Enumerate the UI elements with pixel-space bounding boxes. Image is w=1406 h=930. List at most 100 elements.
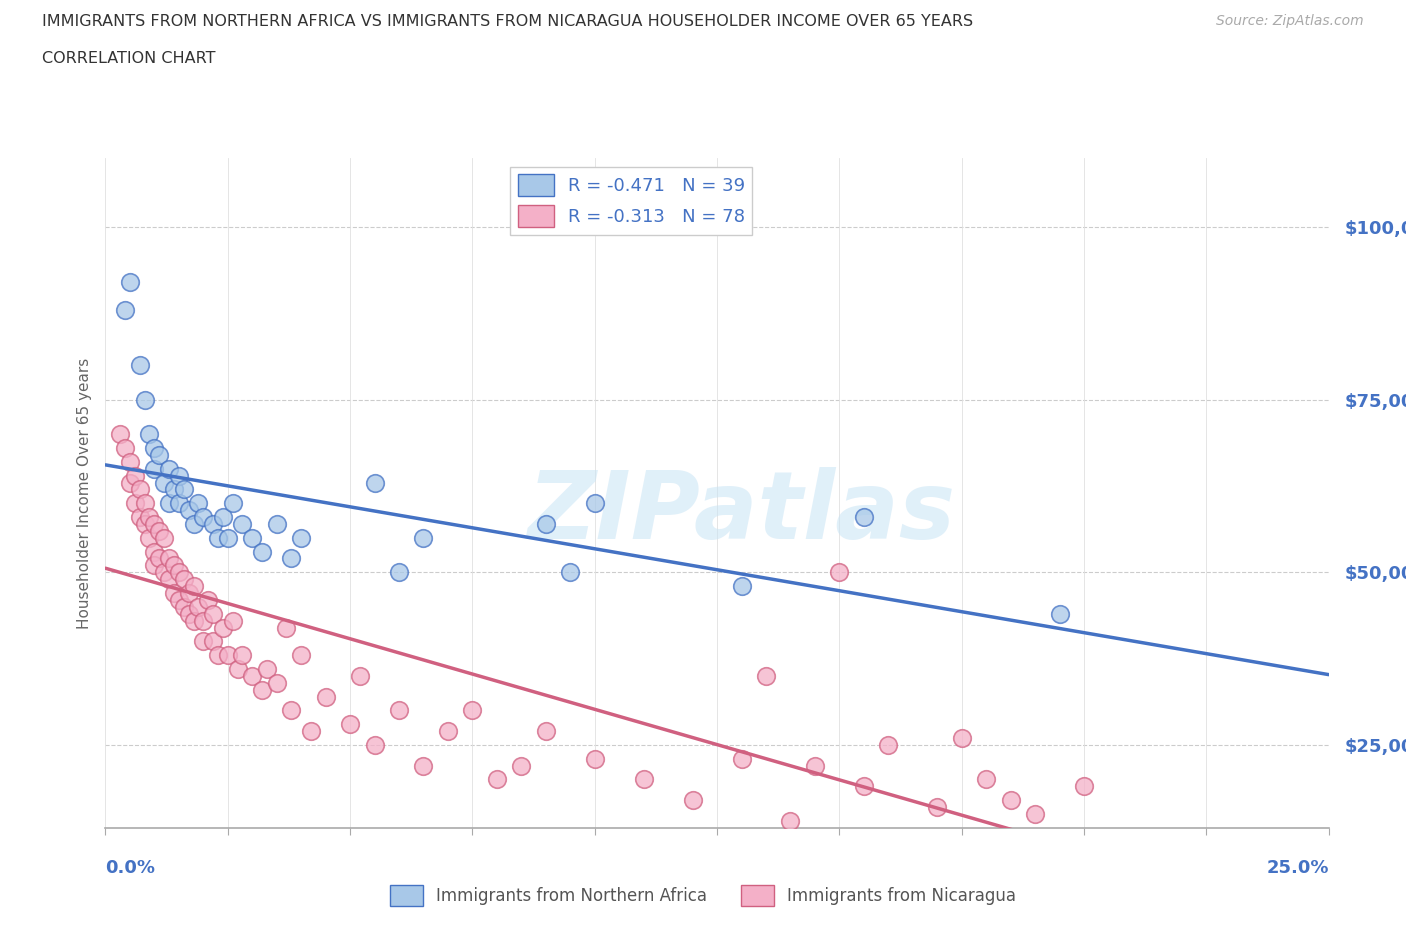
Point [730, 751, 752, 766]
Point [148, 524, 170, 538]
Y-axis label: Householder Income Over 65 years: Householder Income Over 65 years [76, 357, 91, 629]
Point [633, 772, 655, 787]
Point [950, 731, 973, 746]
Point [240, 530, 263, 545]
Point [138, 510, 160, 525]
Point [163, 482, 186, 497]
Point [290, 530, 312, 545]
Point [221, 613, 243, 628]
Point [177, 586, 200, 601]
Point [193, 510, 215, 525]
Point [207, 647, 229, 662]
Point [256, 661, 278, 676]
Point [167, 468, 190, 483]
Legend: R = -0.471   N = 39, R = -0.313   N = 78: R = -0.471 N = 39, R = -0.313 N = 78 [510, 167, 752, 234]
Point [226, 661, 249, 676]
Point [1024, 806, 1046, 821]
Text: CORRELATION CHART: CORRELATION CHART [42, 51, 215, 66]
Point [153, 565, 176, 579]
Point [461, 703, 484, 718]
Point [927, 800, 949, 815]
Point [167, 565, 190, 579]
Point [193, 634, 215, 649]
Point [877, 737, 900, 752]
Point [412, 758, 434, 773]
Point [143, 516, 166, 531]
Point [177, 503, 200, 518]
Point [583, 751, 606, 766]
Point [108, 427, 131, 442]
Point [250, 544, 273, 559]
Point [974, 772, 997, 787]
Point [187, 496, 209, 511]
Point [118, 275, 141, 290]
Point [779, 814, 801, 829]
Point [138, 530, 160, 545]
Point [163, 586, 186, 601]
Point [534, 724, 557, 738]
Point [148, 551, 170, 566]
Text: 0.0%: 0.0% [105, 858, 156, 877]
Point [510, 758, 533, 773]
Legend: Immigrants from Northern Africa, Immigrants from Nicaragua: Immigrants from Northern Africa, Immigra… [382, 879, 1024, 912]
Point [804, 758, 827, 773]
Point [143, 461, 166, 476]
Point [173, 572, 195, 587]
Point [217, 647, 239, 662]
Point [299, 724, 322, 738]
Point [153, 475, 176, 490]
Text: IMMIGRANTS FROM NORTHERN AFRICA VS IMMIGRANTS FROM NICARAGUA HOUSEHOLDER INCOME : IMMIGRANTS FROM NORTHERN AFRICA VS IMMIG… [42, 14, 973, 29]
Point [388, 565, 411, 579]
Point [157, 551, 180, 566]
Point [124, 496, 146, 511]
Point [124, 468, 146, 483]
Point [363, 475, 385, 490]
Point [280, 551, 302, 566]
Point [583, 496, 606, 511]
Text: 25.0%: 25.0% [1267, 858, 1329, 877]
Point [250, 683, 273, 698]
Point [231, 516, 253, 531]
Point [276, 620, 298, 635]
Point [177, 606, 200, 621]
Point [1000, 792, 1022, 807]
Point [138, 427, 160, 442]
Point [134, 516, 156, 531]
Point [202, 606, 225, 621]
Point [183, 578, 205, 593]
Point [143, 441, 166, 456]
Point [143, 544, 166, 559]
Point [349, 669, 371, 684]
Point [266, 516, 288, 531]
Point [412, 530, 434, 545]
Point [852, 778, 875, 793]
Point [118, 455, 141, 470]
Point [153, 530, 176, 545]
Point [363, 737, 385, 752]
Point [128, 482, 150, 497]
Point [183, 516, 205, 531]
Point [134, 496, 156, 511]
Point [148, 447, 170, 462]
Point [128, 358, 150, 373]
Point [134, 392, 156, 407]
Point [240, 669, 263, 684]
Point [437, 724, 460, 738]
Point [163, 558, 186, 573]
Point [280, 703, 302, 718]
Point [157, 461, 180, 476]
Point [755, 669, 778, 684]
Point [1049, 606, 1071, 621]
Point [167, 496, 190, 511]
Point [730, 578, 752, 593]
Point [560, 565, 582, 579]
Point [118, 475, 141, 490]
Point [114, 441, 136, 456]
Point [231, 647, 253, 662]
Point [339, 717, 361, 732]
Point [187, 599, 209, 614]
Point [157, 572, 180, 587]
Point [143, 558, 166, 573]
Point [157, 496, 180, 511]
Point [167, 592, 190, 607]
